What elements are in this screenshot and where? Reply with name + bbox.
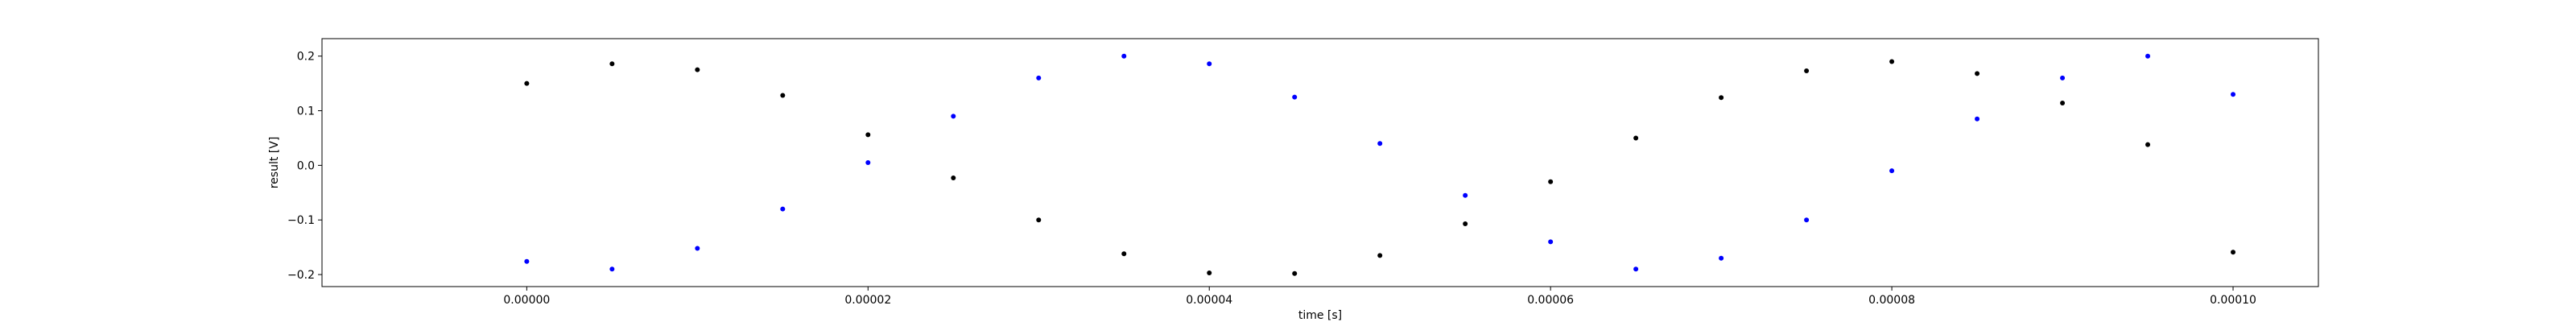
series-layer (524, 53, 2236, 276)
data-point (2145, 142, 2151, 147)
data-point (1463, 221, 1468, 226)
data-point (1804, 68, 1810, 74)
data-point (951, 175, 956, 180)
data-point (1036, 217, 1042, 223)
data-point (1719, 255, 1724, 261)
x-tick-label: 0.00000 (503, 294, 550, 307)
data-point (1633, 135, 1639, 141)
data-point (1377, 141, 1383, 147)
data-point (695, 246, 700, 251)
data-point (2231, 250, 2236, 255)
data-point (780, 93, 786, 98)
data-point (1207, 61, 1212, 67)
data-point (1121, 53, 1127, 59)
data-point (1804, 217, 1810, 223)
y-tick-label: 0.1 (297, 105, 315, 118)
x-tick-label: 0.00004 (1186, 294, 1232, 307)
data-point (609, 61, 615, 67)
data-point (1975, 116, 1980, 122)
x-tick-label: 0.00008 (1868, 294, 1915, 307)
y-axis-label: result [V] (268, 137, 281, 189)
data-point (1633, 266, 1639, 272)
data-point (865, 160, 871, 165)
data-point (1377, 253, 1383, 258)
x-tick-label: 0.00010 (2210, 294, 2256, 307)
y-tick-label: −0.2 (287, 269, 315, 282)
data-point (695, 67, 700, 72)
data-point (1548, 239, 1554, 245)
y-tick-label: −0.1 (287, 214, 315, 227)
data-point (2231, 92, 2236, 97)
data-point (1889, 168, 1895, 174)
data-point (524, 80, 530, 86)
series-0 (524, 59, 2236, 276)
x-axis: 0.00000 0.00002 0.00004 0.00006 0.00008 0.000… (503, 287, 2256, 307)
x-tick-label: 0.00006 (1527, 294, 1574, 307)
data-point (951, 114, 956, 119)
data-point (1463, 192, 1468, 198)
y-axis: −0.2 −0.1 0.0 0.1 0.2 (287, 51, 322, 282)
data-point (1889, 59, 1895, 64)
x-axis-label: time [s] (1298, 309, 1342, 322)
data-point (1292, 94, 1298, 100)
data-point (780, 206, 786, 212)
data-point (1121, 251, 1127, 257)
series-1 (524, 53, 2236, 272)
data-point (1292, 270, 1298, 276)
data-point (865, 132, 871, 138)
data-point (1975, 71, 1980, 76)
y-tick-label: 0.0 (297, 159, 315, 172)
x-tick-label: 0.00002 (844, 294, 891, 307)
data-point (1036, 75, 1042, 80)
data-point (2060, 101, 2066, 106)
data-point (1719, 95, 1724, 101)
data-point (2145, 53, 2151, 59)
data-point (2060, 75, 2066, 80)
y-tick-label: 0.2 (297, 51, 315, 64)
data-point (1207, 270, 1212, 276)
data-point (609, 266, 615, 272)
data-point (524, 258, 530, 264)
data-point (1548, 179, 1554, 184)
plot-frame (321, 38, 2319, 287)
